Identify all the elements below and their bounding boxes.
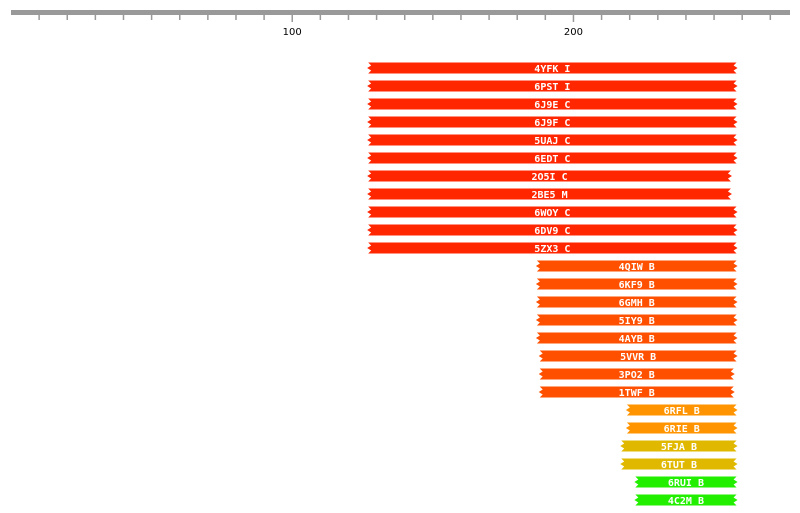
hit-label: 5VVR_B	[620, 352, 656, 363]
hit-bar	[367, 152, 738, 164]
hit-bar	[538, 368, 735, 380]
hit-label: 4YFK_I	[534, 64, 570, 75]
hit-label: 6GMH_B	[619, 298, 655, 309]
hit-label: 4AYB_B	[619, 334, 655, 345]
hit-label: 5IY9_B	[619, 316, 655, 327]
hit-bar	[634, 494, 738, 506]
hit-bar	[367, 98, 738, 110]
hit-label: 2O5I_C	[531, 172, 567, 183]
hit-label: 5ZX3_C	[534, 244, 570, 255]
hit-label: 3PO2_B	[619, 370, 655, 381]
hit-label: 6EDT_C	[534, 154, 570, 165]
hit-bar	[620, 440, 738, 452]
x-tick-label: 100	[283, 27, 302, 38]
ruler	[11, 10, 790, 15]
hit-bar	[625, 404, 738, 416]
hit-label: 4QIW_B	[619, 262, 655, 273]
hit-bar	[535, 278, 738, 290]
hit-label: 1TWF_B	[619, 388, 655, 399]
hit-label: 4C2M_B	[668, 496, 704, 507]
hit-bar	[535, 332, 738, 344]
hit-label: 5UAJ_C	[534, 136, 570, 147]
hit-label: 6J9E_C	[534, 100, 570, 111]
hit-bar	[367, 206, 738, 218]
hit-label: 6TUT_B	[661, 460, 697, 471]
hit-bar	[367, 62, 738, 74]
hit-label: 2BE5_M	[531, 190, 567, 201]
hit-label: 6RUI_B	[668, 478, 704, 489]
hit-label: 5FJA_B	[661, 442, 697, 453]
x-tick-label: 200	[564, 27, 583, 38]
hit-label: 6WOY_C	[534, 208, 570, 219]
hit-bar	[367, 188, 732, 200]
hit-label: 6KF9_B	[619, 280, 655, 291]
hit-bar	[367, 170, 732, 182]
hit-bar	[367, 116, 738, 128]
hit-bar	[367, 80, 738, 92]
hit-bar	[634, 476, 738, 488]
hit-label: 6DV9_C	[534, 226, 570, 237]
hit-bar	[538, 386, 735, 398]
hit-bar	[535, 260, 738, 272]
hit-label: 6RIE_B	[664, 424, 700, 435]
hit-bar	[535, 296, 738, 308]
hit-bar	[367, 224, 738, 236]
hit-label: 6PST_I	[534, 82, 570, 93]
hit-bar	[625, 422, 738, 434]
hit-bar	[367, 242, 738, 254]
hit-label: 6RFL_B	[664, 406, 700, 417]
hit-label: 6J9F_C	[534, 118, 570, 129]
hit-bar	[538, 350, 738, 362]
hit-bar	[367, 134, 738, 146]
hit-bar	[620, 458, 738, 470]
hit-bar	[535, 314, 738, 326]
